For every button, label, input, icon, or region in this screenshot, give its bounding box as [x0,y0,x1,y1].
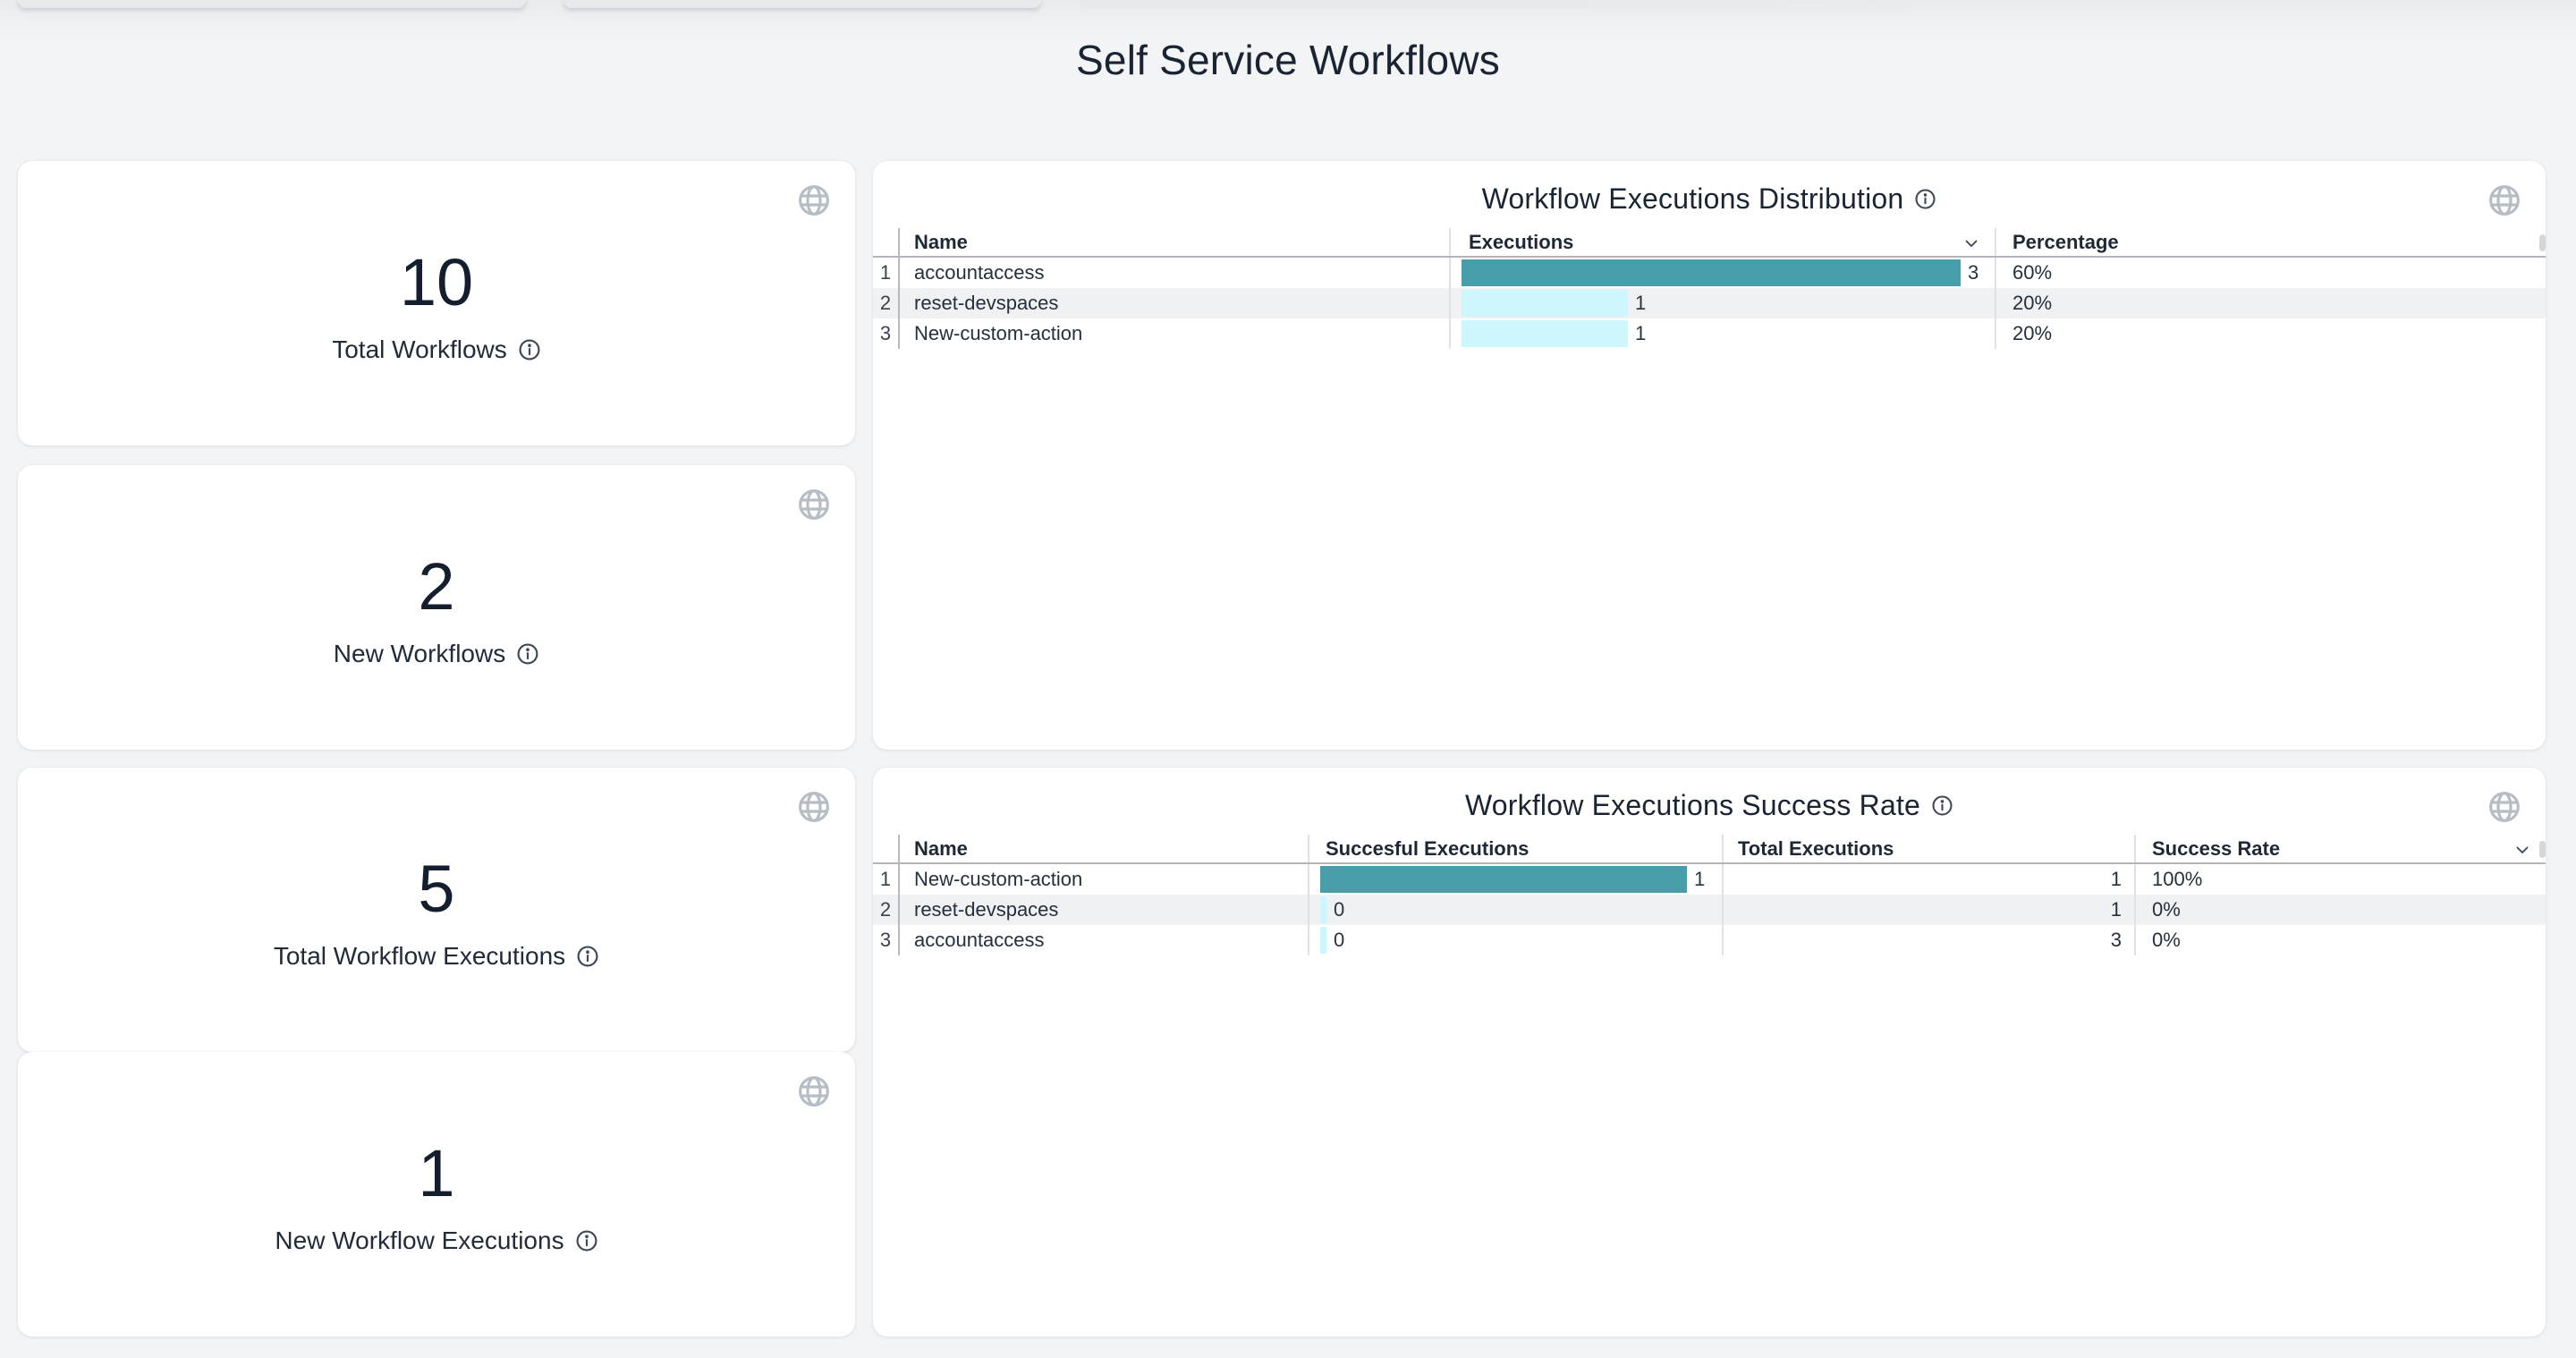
info-icon[interactable] [576,945,599,968]
stat-value: 10 [399,245,474,319]
success-rate-value: 100% [2134,864,2546,895]
successful-bar-cell: 0 [1308,895,1722,925]
executions-bar [1462,320,1628,347]
successful-executions-column-header[interactable]: Succesful Executions [1308,835,2529,862]
info-icon[interactable] [518,338,541,361]
stat-label: New Workflow Executions [275,1226,564,1254]
stat-label: New Workflows [333,640,506,667]
row-index: 1 [873,258,900,288]
workflow-name: accountaccess [914,261,1045,284]
percentage-value: 20% [1995,288,2546,318]
success-rate-value: 0% [2134,895,2546,925]
workflow-name: reset-devspaces [914,292,1059,314]
chevron-down-icon[interactable] [1961,233,1982,254]
workflow-name: New-custom-action [914,868,1083,890]
total-executions-value: 1 [1722,864,2134,895]
total-executions-column-header[interactable]: Total Executions [1722,835,2134,862]
stat-value: 1 [418,1136,455,1210]
globe-icon[interactable] [2487,182,2522,218]
successful-value: 1 [1694,868,1706,890]
table-row: 1 New-custom-action 1 1 100% [873,864,2546,895]
stat-label: Total Workflows [332,335,507,363]
workflow-name: accountaccess [914,929,1045,951]
stat-card-total-workflow-executions: 5 Total Workflow Executions [18,768,855,1052]
row-index: 1 [873,864,900,895]
executions-bar-cell: 1 [1449,318,1995,349]
executions-bar-cell: 1 [1449,288,1995,318]
panel-title: Workflow Executions Success Rate [1464,788,1921,821]
executions-bar-cell: 3 [1449,258,1995,288]
executions-value: 1 [1635,292,1647,314]
table-row: 3 New-custom-action 1 20% [873,318,2546,349]
panel-title: Workflow Executions Distribution [1481,182,1904,215]
page-title: Self Service Workflows [1076,37,1500,83]
total-executions-value: 1 [1722,895,2134,925]
successful-value: 0 [1334,929,1345,951]
name-column-header[interactable]: Name [914,230,968,253]
percentage-column-header[interactable]: Percentage [1995,228,2546,256]
info-icon[interactable] [516,642,539,666]
executions-value: 1 [1635,322,1647,344]
stat-card-new-workflows: 2 New Workflows [18,465,855,750]
workflow-name: reset-devspaces [914,898,1059,921]
successful-value: 0 [1334,898,1345,921]
successful-executions-bar [1320,866,1687,893]
globe-icon[interactable] [796,1074,832,1109]
executions-bar [1462,259,1961,286]
scrollbar-thumb[interactable] [2539,234,2546,251]
success-rate-value: 0% [2134,925,2546,955]
successful-bar-cell: 1 [1308,864,1722,895]
stat-value: 5 [418,852,455,926]
scrollbar-thumb[interactable] [2539,841,2546,858]
executions-value: 3 [1968,261,1979,284]
globe-icon[interactable] [796,487,832,522]
scrolled-card-edge [1079,0,1939,8]
info-icon[interactable] [1931,794,1953,817]
table-header-row: Name Succesful Executions Total Executio… [873,835,2546,864]
stat-card-new-workflow-executions: 1 New Workflow Executions [18,1052,855,1337]
successful-bar-cell: 0 [1308,925,1722,955]
successful-executions-bar [1320,896,1326,923]
workflow-name: New-custom-action [914,322,1083,344]
success-rate-table: Name Succesful Executions Total Executio… [873,835,2546,955]
total-executions-value: 3 [1722,925,2134,955]
percentage-value: 20% [1995,318,2546,349]
table-row: 2 reset-devspaces 0 1 0% [873,895,2546,925]
stat-value: 2 [418,549,455,624]
row-index: 2 [873,288,900,318]
distribution-table: Name Executions Percentage 1 accountacce… [873,228,2546,349]
table-header-row: Name Executions Percentage [873,228,2546,258]
executions-column-header[interactable]: Executions [1449,228,1995,256]
workflow-executions-distribution-panel: Workflow Executions Distribution Name Ex… [873,161,2546,750]
workflow-executions-success-rate-panel: Workflow Executions Success Rate Name Su… [873,768,2546,1337]
table-row: 3 accountaccess 0 3 0% [873,925,2546,955]
globe-icon[interactable] [2487,789,2522,825]
table-row: 2 reset-devspaces 1 20% [873,288,2546,318]
scrolled-card-edge [18,0,526,8]
successful-executions-bar [1320,927,1326,954]
table-row: 1 accountaccess 3 60% [873,258,2546,288]
info-icon[interactable] [575,1229,598,1252]
globe-icon[interactable] [796,789,832,825]
stat-card-total-workflows: 10 Total Workflows [18,161,855,446]
index-column-header [873,835,900,862]
name-column-header[interactable]: Name [914,836,968,860]
info-icon[interactable] [1914,188,1936,210]
stat-label: Total Workflow Executions [273,942,566,970]
scrolled-card-edge [564,0,1041,8]
row-index: 3 [873,925,900,955]
globe-icon[interactable] [796,182,832,218]
row-index: 3 [873,318,900,349]
index-column-header [873,228,900,256]
success-rate-column-header[interactable]: Success Rate [2134,835,2546,862]
row-index: 2 [873,895,900,925]
percentage-value: 60% [1995,258,2546,288]
executions-bar [1462,290,1628,317]
